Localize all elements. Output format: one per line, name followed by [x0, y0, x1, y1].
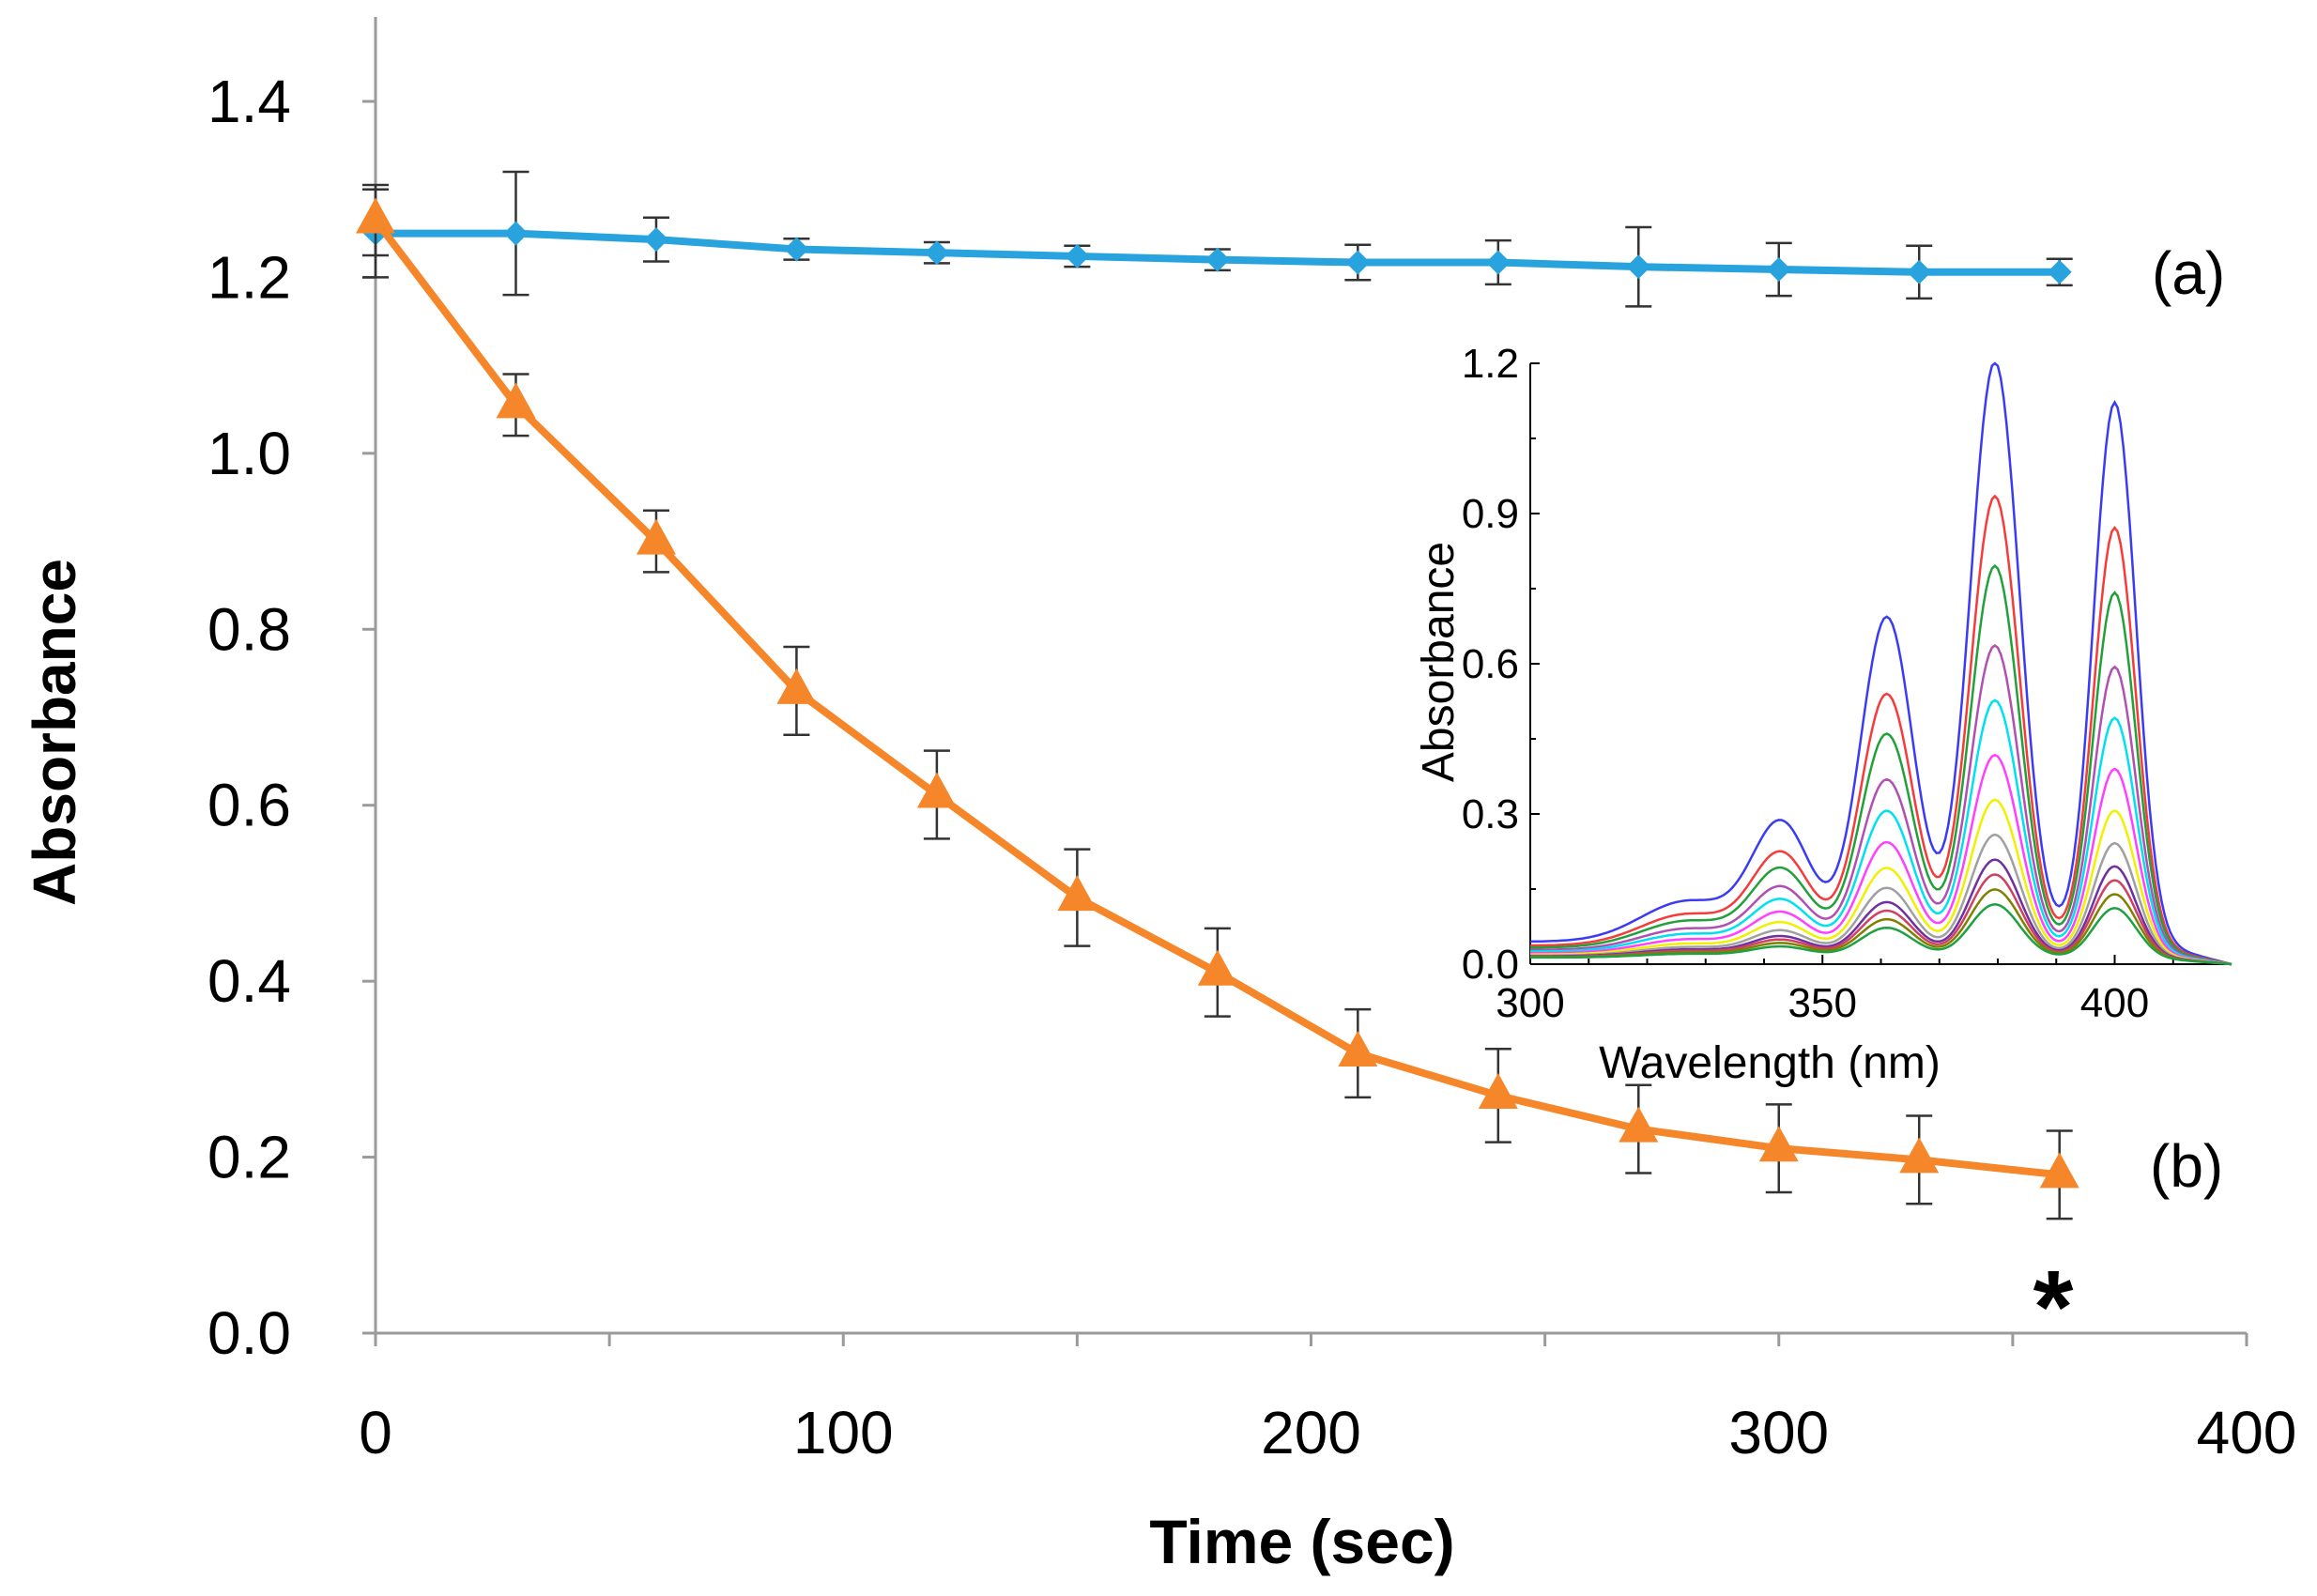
data-point — [2047, 259, 2072, 284]
series-a-label: (a) — [2152, 239, 2225, 307]
spectrum-curve — [1530, 563, 2233, 966]
data-point — [1485, 250, 1511, 275]
data-point — [916, 772, 957, 808]
data-point — [356, 197, 395, 234]
inset-y-tick-label: 0.6 — [1462, 641, 1519, 687]
data-point — [1338, 1030, 1378, 1067]
significance-annotation: * — [2033, 1250, 2074, 1365]
x-tick-label: 0 — [359, 1399, 392, 1466]
series-b — [356, 183, 2079, 1220]
spectrum-curve — [1529, 361, 2233, 966]
spectrum-curve — [1530, 903, 2233, 966]
data-point — [1197, 949, 1237, 986]
series-a — [362, 170, 2073, 308]
inset-x-tick-label: 400 — [2080, 980, 2149, 1026]
y-tick-label: 1.4 — [207, 68, 291, 135]
spectrum-curve — [1529, 798, 2233, 966]
main-axes: 0.0 0.2 0.4 0.6 0.8 1.0 1.2 1.4 0 100 200 300 400 — [207, 17, 2296, 1466]
inset-x-tick-label: 350 — [1788, 980, 1857, 1026]
spectrum-curve — [1530, 833, 2233, 966]
main-plot-area — [356, 170, 2079, 1220]
data-point — [1057, 875, 1097, 912]
x-tick-label: 100 — [793, 1399, 894, 1466]
y-tick-label: 0.8 — [207, 595, 291, 663]
data-point — [643, 227, 668, 253]
spectrum-curve — [1530, 753, 2233, 966]
data-point — [503, 221, 529, 246]
data-point — [1619, 1106, 1659, 1143]
y-tick-label: 1.2 — [207, 243, 291, 311]
inset-y-tick-label: 0.0 — [1462, 942, 1519, 988]
data-point — [1899, 1137, 1940, 1174]
inset-x-axis-title: Wavelength (nm) — [1599, 1038, 1941, 1088]
spectrum-curve — [1530, 698, 2233, 966]
spectrum-curve — [1530, 494, 2233, 966]
data-point — [1758, 1126, 1799, 1162]
data-point — [776, 668, 817, 704]
y-tick-label: 0.0 — [207, 1299, 291, 1367]
inset-x-tick-label: 300 — [1496, 980, 1564, 1026]
y-tick-label: 1.0 — [207, 420, 291, 487]
data-point — [1907, 259, 1932, 284]
inset-y-tick-label: 1.2 — [1462, 341, 1519, 387]
inset-y-tick-label: 0.9 — [1462, 491, 1519, 537]
y-axis-title: Absorbance — [21, 559, 88, 906]
inset-y-axis-title: Absorbance — [1414, 542, 1464, 782]
spectrum-curve — [1530, 644, 2233, 966]
inset-axes: 0.0 0.3 0.6 0.9 1.2 300 350 400 — [1462, 341, 2232, 1026]
inset-plot-area — [1529, 361, 2233, 966]
data-point — [924, 240, 949, 266]
data-point — [496, 382, 536, 419]
y-tick-label: 0.4 — [207, 947, 291, 1015]
x-tick-label: 300 — [1728, 1399, 1829, 1466]
data-point — [1626, 254, 1651, 280]
data-point — [1205, 247, 1230, 272]
data-point — [1766, 256, 1791, 282]
data-point — [1478, 1072, 1518, 1109]
data-point — [636, 518, 676, 555]
data-point — [2039, 1152, 2079, 1189]
x-axis-title: Time (sec) — [1149, 1507, 1454, 1576]
x-tick-label: 400 — [2197, 1399, 2297, 1466]
data-point — [784, 237, 809, 262]
data-point — [1345, 250, 1371, 275]
x-tick-label: 200 — [1261, 1399, 1361, 1466]
series-b-label: (b) — [2150, 1132, 2223, 1200]
y-tick-label: 0.6 — [207, 772, 291, 839]
data-point — [1065, 243, 1090, 269]
spectrum-curve — [1530, 888, 2233, 966]
series-line — [372, 218, 2061, 1179]
inset-spectrum-chart: 0.0 0.3 0.6 0.9 1.2 300 350 400 Wavelength (nm)… — [1414, 341, 2233, 1088]
inset-y-tick-label: 0.3 — [1462, 791, 1519, 837]
y-tick-label: 0.2 — [207, 1124, 291, 1191]
